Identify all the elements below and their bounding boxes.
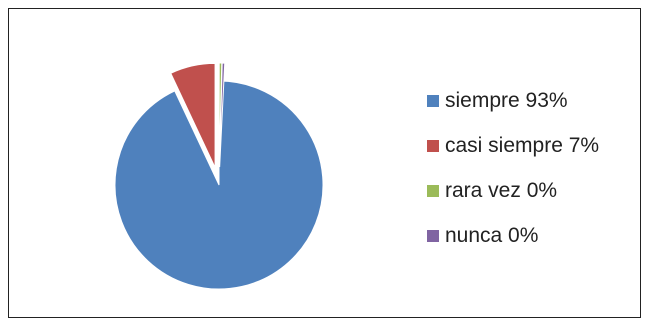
legend-item-siempre: siempre 93% [427, 89, 599, 113]
legend-item-rara-vez: rara vez 0% [427, 179, 599, 203]
legend-item-casi-siempre: casi siempre 7% [427, 134, 599, 158]
pie-slice-siempre [114, 80, 324, 290]
legend-swatch-rara-vez [427, 185, 439, 197]
legend-label-nunca: nunca 0% [445, 224, 539, 247]
legend-swatch-nunca [427, 230, 439, 242]
legend-swatch-casi-siempre [427, 140, 439, 152]
pie-slice-nunca [219, 62, 226, 168]
pie-chart [114, 62, 324, 290]
legend-label-rara-vez: rara vez 0% [445, 179, 558, 202]
pie-slice-casi-siempre [170, 62, 216, 168]
legend-item-nunca: nunca 0% [427, 224, 599, 248]
chart-frame: siempre 93% casi siempre 7% rara vez 0% … [8, 8, 641, 318]
legend-label-siempre: siempre 93% [445, 89, 568, 112]
legend-label-casi-siempre: casi siempre 7% [445, 134, 600, 157]
legend-swatch-siempre [427, 95, 439, 107]
legend: siempre 93% casi siempre 7% rara vez 0% … [427, 89, 599, 269]
